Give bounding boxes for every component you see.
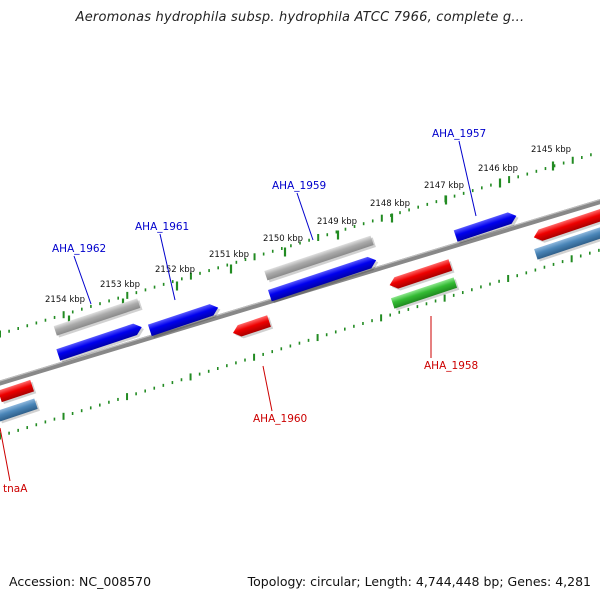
ruler-label: 2145 kbp (531, 145, 571, 155)
gene-label[interactable]: AHA_1962 (52, 243, 106, 255)
map-title: Aeromonas hydrophila subsp. hydrophila A… (75, 10, 525, 25)
gene-label-leader (159, 233, 176, 301)
gene-label[interactable]: tnaA (3, 483, 28, 495)
genome-backbone (0, 199, 600, 386)
lower-ruler (0, 248, 600, 440)
gene-label[interactable]: AHA_1959 (272, 180, 326, 192)
gene-feature-aha-1956[interactable] (534, 226, 600, 262)
ruler-label: 2147 kbp (424, 181, 464, 191)
gene-feature-aha-1962[interactable] (53, 298, 143, 338)
gene-label[interactable]: AHA_1960 (253, 413, 307, 425)
cds-feature-aha-1959[interactable] (267, 254, 380, 304)
ruler-label: 2149 kbp (317, 217, 357, 227)
gene-label[interactable]: AHA_1958 (424, 360, 478, 372)
ruler-label: 2151 kbp (209, 250, 249, 260)
ruler-label: 2152 kbp (155, 265, 195, 275)
gene-feature-aha-1959[interactable] (264, 235, 376, 283)
upper-ruler (0, 153, 592, 338)
gene-label-leader (458, 140, 477, 217)
ruler-label: 2150 kbp (263, 234, 303, 244)
cds-feature-aha-1957[interactable] (453, 210, 521, 244)
gene-label[interactable]: AHA_1961 (135, 221, 189, 233)
gene-label-leader (296, 192, 314, 241)
gene-label-leader (262, 365, 273, 412)
gene-label-leader (0, 427, 11, 482)
cds-feature-aha-1961[interactable] (147, 301, 222, 338)
cds-feature-aha-1962[interactable] (56, 321, 145, 363)
cds-feature-aha-1960[interactable] (231, 315, 274, 341)
ruler-label: 2146 kbp (478, 164, 518, 174)
ruler-label: 2148 kbp (370, 199, 410, 209)
gene-label-leader (73, 255, 92, 305)
rna-feature-aha-1958[interactable] (390, 277, 460, 311)
cds-feature-aha-1958[interactable] (388, 259, 455, 293)
gene-label[interactable]: AHA_1957 (432, 128, 486, 140)
accession-text: Accession: NC_008570 (9, 574, 152, 589)
cds-feature-aha-1956[interactable] (532, 208, 600, 245)
ruler-label: 2154 kbp (45, 295, 85, 305)
ruler-label: 2153 kbp (100, 280, 140, 290)
genome-summary-text: Topology: circular; Length: 4,744,448 bp… (247, 574, 591, 589)
gene-feature-tnaa[interactable] (0, 398, 40, 424)
cds-feature-tnaa[interactable] (0, 379, 37, 404)
